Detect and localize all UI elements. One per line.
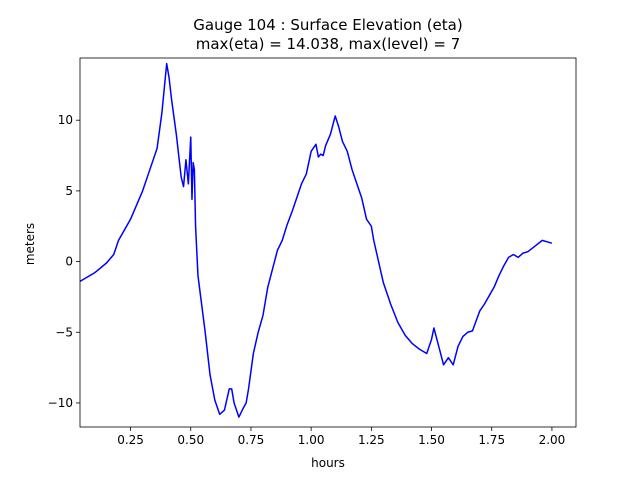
x-tick-label: 1.00 bbox=[298, 433, 325, 447]
x-tick-label: 0.75 bbox=[238, 433, 265, 447]
y-tick-label: −5 bbox=[55, 325, 73, 339]
x-tick-label: 2.00 bbox=[539, 433, 566, 447]
y-tick-label: 5 bbox=[65, 184, 73, 198]
chart-subtitle: max(eta) = 14.038, max(level) = 7 bbox=[196, 35, 461, 53]
y-axis-label: meters bbox=[23, 223, 37, 265]
plot-frame bbox=[79, 57, 577, 428]
x-tick-label: 0.50 bbox=[177, 433, 204, 447]
plot-area: 0.25 0.50 0.75 1.00 1.25 1.50 1.75 2.00 −10 −5 0 5 1… bbox=[48, 57, 577, 447]
x-tick-label: 1.75 bbox=[478, 433, 505, 447]
y-tick-label: −10 bbox=[48, 396, 73, 410]
series-line-0 bbox=[79, 62, 553, 418]
x-axis-label: hours bbox=[311, 456, 345, 470]
y-tick-label: 10 bbox=[58, 113, 73, 127]
x-tick-label: 1.25 bbox=[358, 433, 385, 447]
y-tick-label: 0 bbox=[65, 255, 73, 269]
chart-title: Gauge 104 : Surface Elevation (eta) bbox=[193, 16, 462, 34]
x-tick-label: 1.50 bbox=[418, 433, 445, 447]
x-tick-label: 0.25 bbox=[117, 433, 144, 447]
